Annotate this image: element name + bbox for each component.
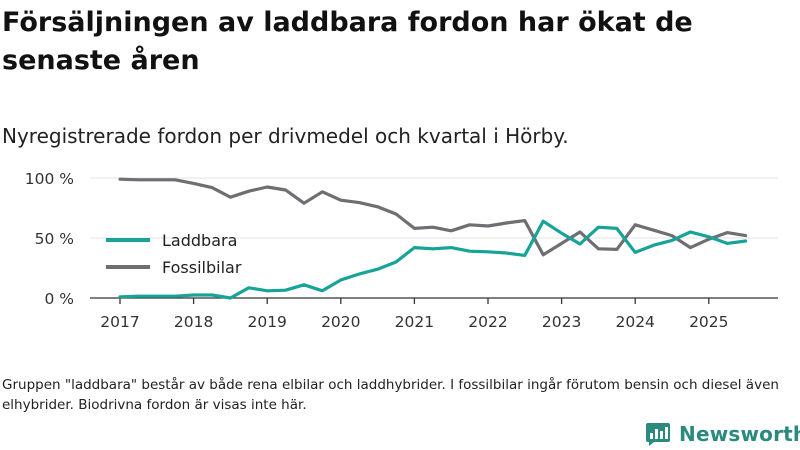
x-tick-label: 2019: [247, 313, 286, 331]
gridlines: [90, 177, 778, 239]
brand-name: Newsworthy: [679, 422, 800, 446]
legend-label-fossilbilar: Fossilbilar: [162, 258, 242, 277]
x-tick-label: 2018: [174, 313, 213, 331]
x-tick-label: 2022: [468, 313, 507, 331]
y-tick-label: 100 %: [25, 170, 74, 188]
series-line-laddbara: [118, 219, 748, 300]
chart-title: Försäljningen av laddbara fordon har öka…: [2, 7, 693, 76]
line-chart: 0 % 50 % 100 % 2017 2018 2019 2020 2021 2022 202…: [25, 170, 778, 331]
x-tick-label: 2021: [395, 313, 434, 331]
legend: Laddbara Fossilbilar: [106, 231, 242, 277]
series-line-fossilbilar: [118, 177, 748, 257]
chart-subtitle: Nyregistrerade fordon per drivmedel och …: [2, 124, 569, 148]
series-lines: [118, 177, 748, 300]
y-tick-label: 0 %: [44, 290, 74, 308]
legend-label-laddbara: Laddbara: [162, 231, 237, 250]
x-tick-label: 2017: [100, 313, 139, 331]
newsworthy-brand[interactable]: Newsworthy: [645, 420, 800, 448]
x-tick-label: 2024: [615, 313, 654, 331]
footnote: Gruppen "laddbara" består av både rena e…: [2, 377, 779, 413]
y-tick-label: 50 %: [35, 230, 74, 248]
newsworthy-logo-icon: [646, 423, 670, 446]
x-axis-ticks: 2017 2018 2019 2020 2021 2022 2023 2024 2025: [100, 298, 729, 331]
x-tick-label: 2025: [689, 313, 728, 331]
y-axis-ticks: 0 % 50 % 100 %: [25, 170, 74, 308]
x-tick-label: 2023: [542, 313, 581, 331]
x-tick-label: 2020: [321, 313, 360, 331]
